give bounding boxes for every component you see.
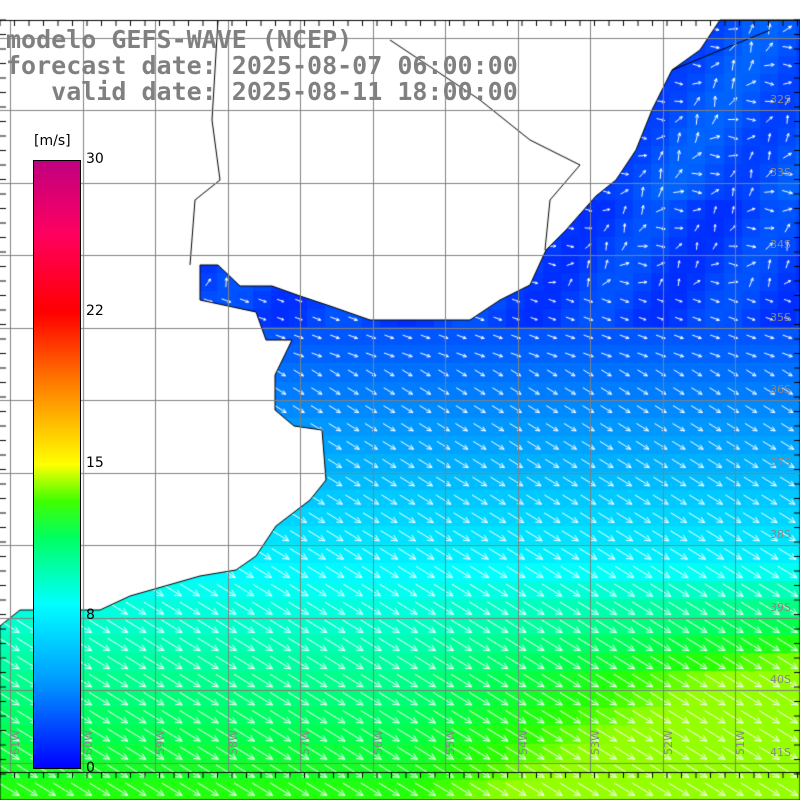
valid-date: valid date: 2025-08-11 18:00:00 <box>6 77 518 106</box>
colorbar-label: 0 <box>86 760 95 776</box>
longitude-label: 61W <box>9 730 22 755</box>
latitude-label: 40S <box>770 673 791 686</box>
latitude-label: 39S <box>770 600 791 614</box>
longitude-label: 53W <box>589 730 602 755</box>
latitude-label: 37S <box>770 455 791 469</box>
longitude-label: 52W <box>661 730 675 755</box>
colorbar-unit: [m/s] <box>34 133 71 149</box>
colorbar <box>33 160 81 769</box>
latitude-label: 33S <box>770 165 791 179</box>
colorbar-label: 8 <box>86 607 95 623</box>
latitude-label: 32S <box>770 93 791 106</box>
longitude-label: 58W <box>226 730 240 755</box>
longitude-label: 54W <box>516 730 530 755</box>
longitude-label: 60W <box>81 730 95 755</box>
longitude-label: 51W <box>734 730 747 755</box>
latitude-label: 34S <box>770 238 791 251</box>
longitude-label: 57W <box>299 730 312 755</box>
colorbar-label: 22 <box>86 303 104 319</box>
latitude-label: 41S <box>770 745 791 759</box>
forecast-date: forecast date: 2025-08-07 06:00:00 <box>6 51 518 80</box>
longitude-label: 56W <box>371 730 385 755</box>
colorbar-label: 30 <box>86 151 104 167</box>
colorbar-label: 15 <box>86 455 104 471</box>
longitude-label: 59W <box>154 730 167 755</box>
model-title: modelo GEFS-WAVE (NCEP) <box>6 25 353 54</box>
latitude-label: 35S <box>770 310 791 324</box>
latitude-label: 38S <box>770 528 791 541</box>
latitude-label: 36S <box>770 383 791 396</box>
longitude-label: 55W <box>444 730 457 755</box>
